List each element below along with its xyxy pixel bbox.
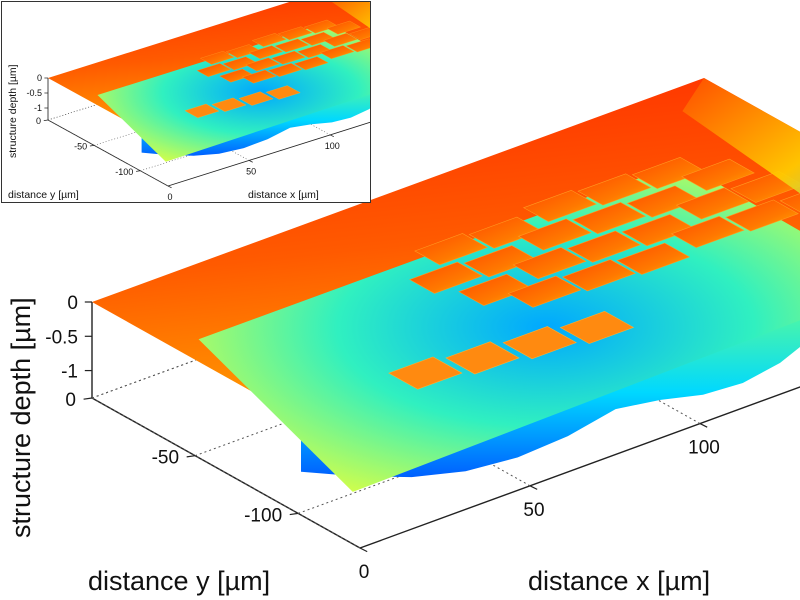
x-tick-mark <box>529 485 538 490</box>
x-axis-line <box>359 386 800 549</box>
y-tick-mark <box>136 170 141 172</box>
step-cell <box>388 356 463 390</box>
z-tick-label: 0 <box>67 293 78 314</box>
plateau-cell <box>675 187 750 220</box>
surface-right-slope <box>331 2 370 29</box>
plateau-cell <box>725 199 799 232</box>
step-cell <box>184 103 220 118</box>
y-tick-mark <box>289 512 299 516</box>
plateau-cell <box>199 51 235 65</box>
y-tick-mark <box>83 397 93 400</box>
plateau-cell <box>577 173 652 206</box>
z-tick-label: -1 <box>61 362 78 383</box>
surface-right-slope <box>682 78 800 194</box>
plateau-cell <box>245 57 280 72</box>
x-tick-mark <box>330 134 334 138</box>
plateau-cell <box>616 242 691 275</box>
x-axis-line <box>167 121 370 187</box>
z-tick-label: 0 <box>37 73 42 83</box>
y-tick-label: 0 <box>36 116 41 126</box>
x-gridline <box>91 397 361 549</box>
plateau-cell <box>522 189 597 222</box>
plateau-cell <box>274 38 310 53</box>
plateau-cell <box>779 193 800 213</box>
plateau-cell <box>277 26 313 41</box>
x-tick-label: 0 <box>359 562 370 583</box>
plateau-cell <box>267 63 303 77</box>
plateau-cell <box>681 158 755 191</box>
y-tick-mark <box>186 455 196 458</box>
y-tick-label: -50 <box>152 448 179 469</box>
plateau-cell <box>409 261 483 294</box>
main-x-axis-label: distance x [µm] <box>528 566 710 596</box>
plateau-cell <box>196 63 232 77</box>
step-cell <box>238 91 274 106</box>
z-tick-label: -1 <box>34 103 42 113</box>
inset-z-axis-label: structure depth [µm] <box>7 64 19 158</box>
y-tick-label: 0 <box>65 390 76 411</box>
plateau-cell <box>323 33 358 47</box>
x-tick-label: 0 <box>167 192 172 202</box>
plateau-cell <box>241 69 277 84</box>
plateau-cell <box>326 20 362 35</box>
plateau-cell <box>670 215 745 248</box>
plateau-cell <box>567 230 641 263</box>
step-cell <box>559 310 635 344</box>
plateau-cell <box>414 233 489 266</box>
plateau-cell <box>512 247 587 280</box>
inset-x-axis-label: distance x [µm] <box>248 189 319 201</box>
main-surface <box>92 78 800 492</box>
step-cell <box>502 326 577 360</box>
z-tick-label: -0.5 <box>26 88 42 98</box>
plateau-cell <box>345 38 370 53</box>
plateau-cell <box>319 45 355 59</box>
plateau-cell <box>248 45 284 59</box>
plateau-cell <box>561 259 636 292</box>
x-tick-mark <box>248 160 253 163</box>
y-tick-mark <box>43 119 49 121</box>
x-tick-mark <box>167 185 172 189</box>
x-tick-mark <box>359 547 368 553</box>
x-tick-mark <box>699 423 708 428</box>
plateau-cell <box>271 50 306 65</box>
x-tick-label: 100 <box>688 438 720 459</box>
main-y-axis-label: distance y [µm] <box>88 566 270 596</box>
plateau-cell <box>349 27 370 40</box>
y-tick-label: -50 <box>74 141 87 151</box>
x-gridline <box>47 119 169 187</box>
inset-y-axis-label: distance y [µm] <box>8 189 79 201</box>
plateau-cell <box>517 218 592 251</box>
y-tick-mark <box>89 145 95 147</box>
plateau-cell <box>507 275 582 308</box>
step-cell <box>211 97 247 112</box>
x-tick-label: 50 <box>523 500 544 521</box>
step-cell <box>265 85 301 100</box>
plateau-cell <box>251 33 287 47</box>
x-tick-label: 50 <box>246 166 256 176</box>
y-tick-label: -100 <box>115 167 133 177</box>
main-z-axis-label: structure depth [µm] <box>6 297 36 538</box>
z-tick-label: -0.5 <box>45 327 78 348</box>
step-cell <box>445 341 520 375</box>
inset-surface <box>48 2 370 162</box>
plateau-cell <box>293 56 329 71</box>
plateau-cell <box>572 202 647 235</box>
y-tick-label: -100 <box>244 505 282 526</box>
x-tick-label: 100 <box>325 141 340 151</box>
